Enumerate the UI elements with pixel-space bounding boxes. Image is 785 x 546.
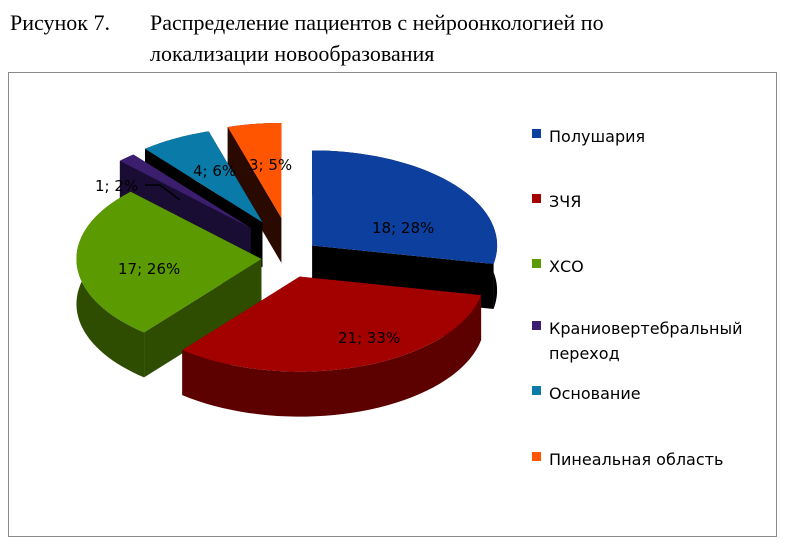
data-label: 21; 33% xyxy=(338,329,400,347)
chart-title-line1: Распределение пациентов с нейроонкологие… xyxy=(150,10,604,35)
legend-label: Пинеальная область xyxy=(549,450,724,469)
legend-swatch xyxy=(532,194,541,203)
chart-frame xyxy=(8,72,777,537)
legend-item: Пинеальная область xyxy=(532,447,762,472)
data-label: 17; 26% xyxy=(118,260,180,278)
pie-slice-4 xyxy=(145,131,263,223)
legend-label: Основание xyxy=(549,384,641,403)
data-label: 1; 2% xyxy=(95,177,138,195)
legend-label: Полушария xyxy=(549,127,646,146)
pie-slice-2 xyxy=(76,191,262,333)
legend-swatch xyxy=(532,386,541,395)
legend-swatch xyxy=(532,259,541,268)
legend-item: Основание xyxy=(532,381,762,406)
data-label: 4; 6% xyxy=(193,162,236,180)
legend-swatch xyxy=(532,452,541,461)
legend-swatch xyxy=(532,321,541,330)
legend-item: Краниовертебральный переход xyxy=(532,316,762,366)
legend-item: ХСО xyxy=(532,254,762,279)
data-label: 18; 28% xyxy=(372,219,434,237)
legend-swatch xyxy=(532,129,541,138)
data-label: 3; 5% xyxy=(249,156,292,174)
pie-slice-3 xyxy=(119,154,251,228)
legend-item: ЗЧЯ xyxy=(532,189,762,214)
pie-slice-5 xyxy=(227,122,282,218)
legend-label: Краниовертебральный переход xyxy=(549,319,743,363)
pie-slice-0 xyxy=(312,150,498,264)
figure-label: Рисунок 7. xyxy=(10,10,110,35)
pie-slice-1 xyxy=(182,276,482,372)
leader-line xyxy=(145,184,181,201)
slice-outer-wall xyxy=(182,295,482,417)
chart-title-line2: локализации новообразования xyxy=(150,41,435,66)
legend-label: ЗЧЯ xyxy=(549,192,582,211)
legend-item: Полушария xyxy=(532,124,762,149)
legend-label: ХСО xyxy=(549,257,584,276)
